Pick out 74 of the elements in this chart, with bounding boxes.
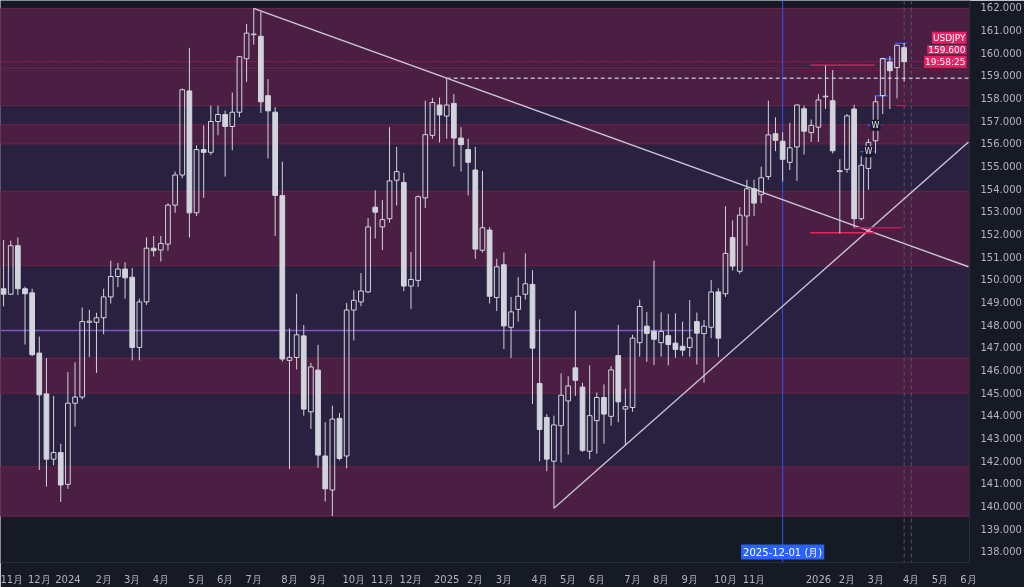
y-tick-label: 146.000 bbox=[980, 364, 1022, 376]
x-tick-label: 11月 bbox=[0, 573, 24, 585]
y-tick-label: 155.000 bbox=[980, 160, 1022, 172]
x-tick-label: 7月 bbox=[624, 573, 641, 585]
y-tick-label: 150.000 bbox=[980, 274, 1022, 286]
x-tick-label: 5月 bbox=[560, 573, 577, 585]
y-tick-label: 138.000 bbox=[980, 546, 1022, 558]
y-tick-label: 154.000 bbox=[980, 183, 1022, 195]
x-tick-label: 2月 bbox=[95, 573, 112, 585]
x-tick-label: 8月 bbox=[652, 573, 670, 585]
candlestick bbox=[379, 199, 386, 251]
candlestick bbox=[386, 126, 393, 224]
candlestick bbox=[836, 158, 843, 234]
y-tick-label: 144.000 bbox=[980, 410, 1022, 422]
y-tick-label: 157.000 bbox=[980, 115, 1022, 127]
x-tick-label: 11月 bbox=[742, 573, 766, 585]
x-tick-label: 10月 bbox=[342, 573, 366, 585]
ref-line-label: USDJPY bbox=[932, 32, 966, 43]
y-tick-label: 152.000 bbox=[980, 228, 1022, 240]
annotation: 159.600 bbox=[928, 45, 966, 56]
candlestick bbox=[515, 276, 522, 323]
candlestick bbox=[829, 69, 836, 154]
annotation: 19:58:25 bbox=[925, 56, 966, 67]
candlestick bbox=[572, 310, 579, 397]
x-tick-label: 12月 bbox=[27, 573, 51, 585]
x-tick-label: 4月 bbox=[903, 573, 920, 585]
y-tick-label: 161.000 bbox=[980, 24, 1022, 36]
x-tick-label: 2026 bbox=[805, 573, 832, 585]
y-tick-label: 140.000 bbox=[980, 500, 1022, 512]
x-tick-label: 10月 bbox=[714, 573, 737, 585]
x-tick-label: 5月 bbox=[931, 573, 949, 585]
x-tick-label: 3月 bbox=[867, 573, 884, 585]
ref-line-label: 2025-12-01 (月) bbox=[743, 546, 823, 558]
x-tick-label: 2024 bbox=[55, 573, 81, 585]
x-tick-label: 4月 bbox=[152, 573, 169, 585]
y-tick-label: 160.000 bbox=[980, 47, 1022, 59]
x-tick-label: 2月 bbox=[838, 573, 856, 585]
candlestick bbox=[372, 189, 379, 239]
candlestick bbox=[822, 65, 829, 110]
y-tick-label: 149.000 bbox=[980, 296, 1022, 308]
x-tick-label: 2月 bbox=[467, 573, 484, 585]
y-tick-label: 142.000 bbox=[980, 455, 1022, 467]
y-tick-label: 151.000 bbox=[980, 251, 1022, 263]
x-tick-label: 2025 bbox=[433, 573, 460, 585]
x-tick-label: 6月 bbox=[216, 573, 234, 585]
x-tick-label: 3月 bbox=[124, 573, 141, 585]
x-tick-label: 12月 bbox=[399, 573, 423, 585]
annotation: W bbox=[871, 120, 880, 130]
candlestick bbox=[622, 388, 629, 446]
y-tick-label: 148.000 bbox=[980, 319, 1022, 331]
y-tick-label: 141.000 bbox=[980, 478, 1022, 490]
candlestick bbox=[465, 138, 471, 196]
y-tick-label: 162.000 bbox=[980, 2, 1022, 14]
x-tick-label: 11月 bbox=[371, 573, 394, 585]
x-tick-label: 7月 bbox=[245, 573, 262, 585]
x-tick-label: 3月 bbox=[495, 573, 513, 585]
y-tick-label: 153.000 bbox=[980, 206, 1022, 218]
y-tick-label: 156.000 bbox=[980, 138, 1022, 150]
candlestick bbox=[393, 146, 400, 207]
x-tick-label: 8月 bbox=[281, 573, 298, 585]
y-tick-label: 158.000 bbox=[980, 92, 1022, 104]
x-tick-label: 5月 bbox=[188, 573, 205, 585]
x-tick-label: 6月 bbox=[588, 573, 605, 585]
x-tick-label: 9月 bbox=[681, 573, 698, 585]
x-tick-label: 9月 bbox=[309, 573, 327, 585]
candlestick bbox=[458, 126, 464, 173]
y-tick-label: 139.000 bbox=[980, 523, 1022, 535]
y-tick-label: 147.000 bbox=[980, 342, 1022, 354]
y-tick-label: 145.000 bbox=[980, 387, 1022, 399]
x-tick-label: 4月 bbox=[531, 573, 548, 585]
y-tick-label: 159.000 bbox=[980, 70, 1022, 82]
annotation: W bbox=[864, 147, 873, 157]
y-tick-label: 143.000 bbox=[980, 432, 1022, 444]
x-tick-label: 6月 bbox=[960, 573, 977, 585]
